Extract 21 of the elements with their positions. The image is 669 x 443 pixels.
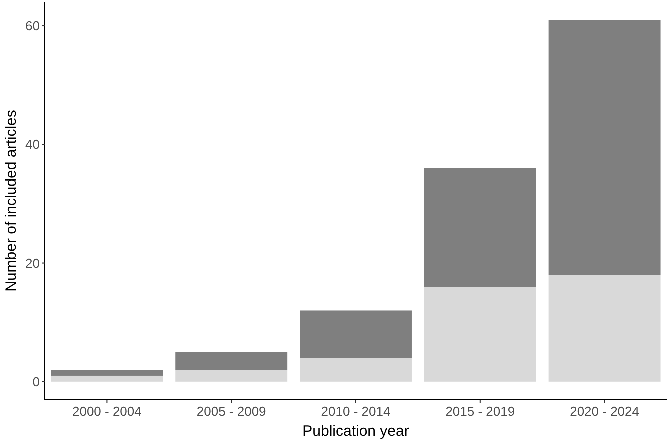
y-tick-label: 0 [32, 374, 40, 390]
x-tick-label: 2010 - 2014 [321, 404, 391, 419]
y-tick-label: 40 [26, 137, 40, 152]
bar [51, 370, 164, 376]
bar [424, 287, 536, 382]
x-tick-label: 2020 - 2024 [570, 404, 640, 419]
y-tick-label: 60 [26, 18, 40, 34]
x-axis-title: Publication year [302, 423, 410, 440]
bar [176, 370, 288, 382]
bar [548, 20, 661, 276]
bar [176, 352, 288, 370]
x-tick-label: 2000 - 2004 [72, 404, 142, 419]
y-tick-label: 20 [26, 256, 40, 271]
bar [424, 168, 536, 288]
x-tick-label: 2005 - 2009 [196, 404, 266, 419]
x-tick-label: 2015 - 2019 [446, 404, 516, 419]
y-axis-title: Number of included articles [3, 110, 20, 292]
bar [51, 376, 164, 382]
bar [300, 358, 412, 382]
bar [548, 275, 661, 382]
bar [300, 310, 412, 358]
